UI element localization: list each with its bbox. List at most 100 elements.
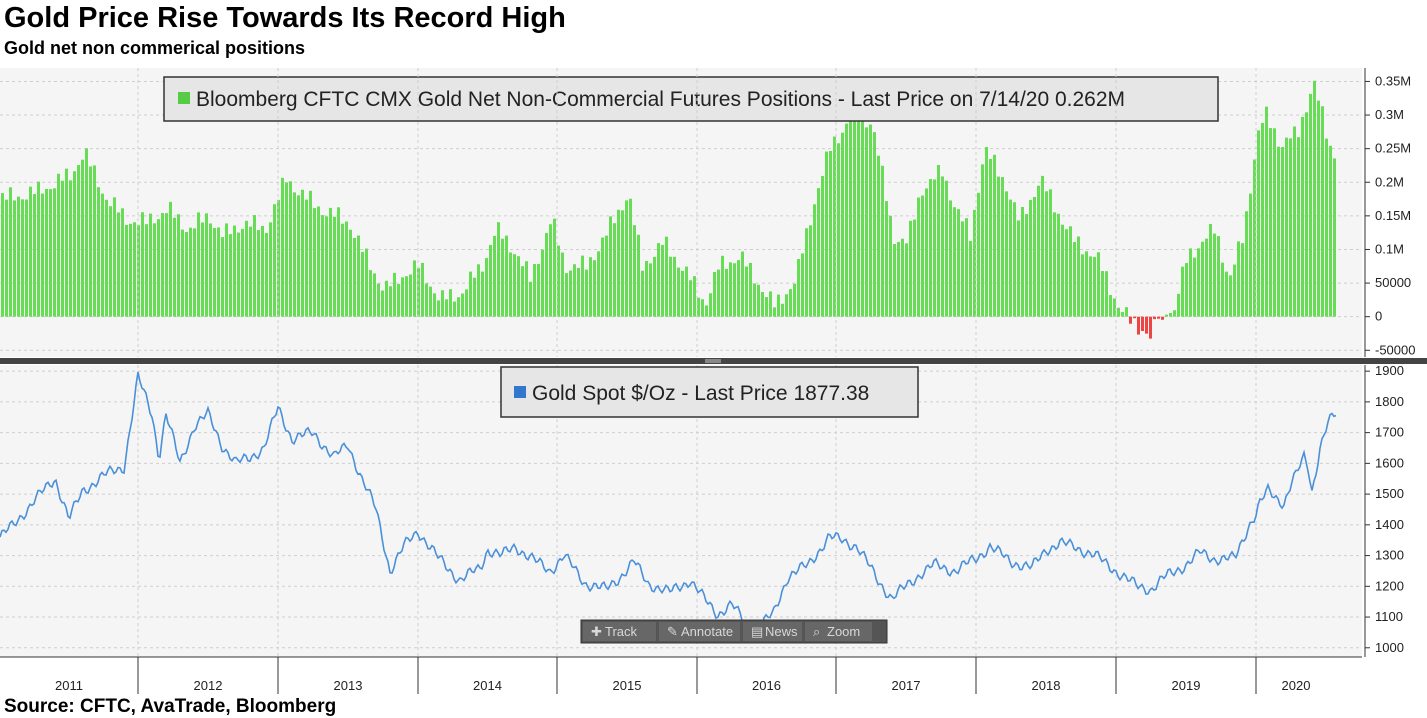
toolbar-annotate-button[interactable]: ✎ Annotate bbox=[659, 622, 740, 641]
chart-toolbar[interactable]: ✚ Track ✎ Annotate ▤ News ⌕ Zoom bbox=[580, 619, 888, 644]
positive-bar bbox=[797, 259, 800, 317]
positive-bar bbox=[229, 234, 232, 317]
legend-box bbox=[163, 76, 1219, 122]
positive-bar bbox=[625, 200, 628, 317]
positions-tick-label: 50000 bbox=[1375, 275, 1411, 290]
positive-bar bbox=[649, 263, 652, 317]
positive-bar bbox=[561, 252, 564, 317]
positive-bar bbox=[821, 175, 824, 317]
positive-bar bbox=[1061, 224, 1064, 317]
positive-bar bbox=[125, 224, 128, 317]
legend-label: Gold Spot $/Oz - Last Price 1877.38 bbox=[532, 382, 869, 405]
positive-bar bbox=[705, 305, 708, 317]
positive-bar bbox=[1025, 214, 1028, 317]
positive-bar bbox=[321, 215, 324, 317]
positive-bar bbox=[273, 204, 276, 317]
positive-bar bbox=[729, 262, 732, 317]
price-tick-label: 1500 bbox=[1375, 486, 1404, 501]
positive-bar bbox=[337, 207, 340, 317]
positive-bar bbox=[661, 244, 664, 317]
positive-bar bbox=[1109, 295, 1112, 317]
toolbar-button-label: Zoom bbox=[827, 624, 860, 639]
magnifier-icon: ⌕ bbox=[813, 624, 820, 639]
toolbar-zoom-button[interactable]: ⌕ Zoom bbox=[805, 622, 872, 641]
positive-bar bbox=[957, 209, 960, 317]
positive-bar bbox=[629, 198, 632, 317]
positive-bar bbox=[609, 216, 612, 317]
positive-bar bbox=[1241, 243, 1244, 317]
chart-area[interactable]: 0.35M 0.3M 0.25M 0.2M 0.15M 0.1M 50000 0 -50000 B… bbox=[0, 62, 1427, 694]
positive-bar bbox=[977, 192, 980, 317]
negative-bar bbox=[1149, 316, 1152, 339]
positive-bar bbox=[429, 286, 432, 317]
price-tick-label: 1300 bbox=[1375, 548, 1404, 563]
positive-bar bbox=[861, 113, 864, 317]
negative-bar bbox=[1137, 316, 1140, 335]
toolbar-button-bg[interactable] bbox=[659, 622, 740, 641]
panel-divider[interactable] bbox=[0, 358, 1427, 364]
chart-subtitle: Gold net non commerical positions bbox=[4, 38, 306, 58]
positive-bar bbox=[693, 276, 696, 317]
toolbar-button-bg[interactable] bbox=[743, 622, 802, 641]
positive-bar bbox=[869, 124, 872, 317]
positive-bar bbox=[1205, 238, 1208, 317]
source-note: Source: CFTC, AvaTrade, Bloomberg bbox=[4, 696, 337, 717]
pencil-icon: ✎ bbox=[667, 624, 678, 639]
positive-bar bbox=[317, 206, 320, 317]
positive-bar bbox=[1045, 191, 1048, 317]
positive-bar bbox=[941, 176, 944, 317]
x-tick-label: 2015 bbox=[613, 678, 642, 693]
positive-bar bbox=[249, 226, 252, 317]
negative-bar bbox=[1157, 316, 1160, 319]
positions-tick-label: 0.1M bbox=[1375, 241, 1404, 256]
positive-bar bbox=[589, 257, 592, 317]
positive-bar bbox=[149, 213, 152, 317]
price-legend: Gold Spot $/Oz - Last Price 1877.38 bbox=[500, 366, 919, 418]
positive-bar bbox=[425, 283, 428, 317]
positive-bar bbox=[929, 179, 932, 317]
positive-bar bbox=[1313, 80, 1316, 317]
positive-bar bbox=[597, 251, 600, 317]
positive-bar bbox=[897, 241, 900, 317]
positive-bar bbox=[277, 199, 280, 317]
divider-grip-icon[interactable] bbox=[705, 359, 721, 363]
positive-bar bbox=[653, 256, 656, 317]
positive-bar bbox=[81, 159, 84, 317]
positive-bar bbox=[993, 154, 996, 317]
positive-bar bbox=[877, 155, 880, 317]
positive-bar bbox=[493, 235, 496, 317]
positive-bar bbox=[401, 277, 404, 317]
positive-bar bbox=[537, 263, 540, 317]
positive-bar bbox=[1029, 200, 1032, 317]
positive-bar bbox=[1053, 212, 1056, 317]
positive-bar bbox=[1193, 257, 1196, 317]
positive-bar bbox=[261, 225, 264, 317]
toolbar-button-bg[interactable] bbox=[583, 622, 656, 641]
positive-bar bbox=[1297, 137, 1300, 317]
positions-tick-label: 0.2M bbox=[1375, 174, 1404, 189]
positive-bar bbox=[937, 164, 940, 317]
toolbar-track-button[interactable]: ✚ Track bbox=[583, 622, 656, 641]
positive-bar bbox=[305, 199, 308, 317]
positive-bar bbox=[1333, 158, 1336, 317]
positive-bar bbox=[909, 220, 912, 317]
positive-bar bbox=[1057, 213, 1060, 317]
positive-bar bbox=[925, 188, 928, 317]
positive-bar bbox=[1105, 271, 1108, 317]
positive-bar bbox=[1233, 264, 1236, 317]
toolbar-button-bg[interactable] bbox=[805, 622, 872, 641]
positive-bar bbox=[641, 270, 644, 317]
price-tick-label: 1200 bbox=[1375, 578, 1404, 593]
positive-bar bbox=[945, 180, 948, 317]
positive-bar bbox=[1245, 211, 1248, 317]
positive-bar bbox=[965, 218, 968, 317]
positive-bar bbox=[997, 176, 1000, 317]
positive-bar bbox=[873, 132, 876, 317]
positive-bar bbox=[613, 223, 616, 317]
positive-bar bbox=[185, 232, 188, 317]
positive-bar bbox=[269, 222, 272, 317]
positive-bar bbox=[197, 212, 200, 317]
positive-bar bbox=[77, 165, 80, 317]
positive-bar bbox=[481, 271, 484, 317]
toolbar-news-button[interactable]: ▤ News bbox=[743, 622, 802, 641]
